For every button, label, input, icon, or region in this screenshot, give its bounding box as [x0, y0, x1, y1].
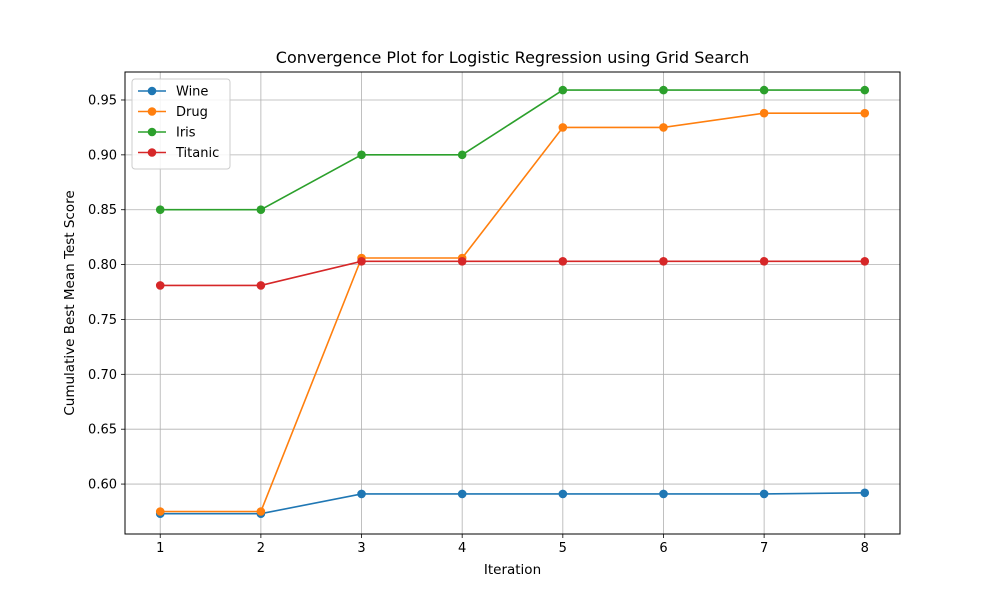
- y-axis-label: Cumulative Best Mean Test Score: [62, 190, 78, 415]
- x-tick-label: 7: [760, 541, 768, 556]
- data-point-titanic: [357, 256, 366, 266]
- legend-label-iris: Iris: [176, 126, 196, 141]
- legend-box: [131, 78, 231, 170]
- data-point-drug: [759, 108, 769, 118]
- x-tick-label: 3: [357, 541, 365, 556]
- y-tick-label: 0.80: [88, 258, 117, 273]
- y-tick-label: 0.85: [88, 203, 117, 218]
- data-point-iris: [256, 205, 266, 215]
- data-point-iris: [457, 150, 467, 160]
- axis-ticks: 1 2 3 4 5 6 7 8 0.60 0.65 0.70 0.75 0.80 0.85 0.90 0.95: [88, 93, 869, 556]
- data-point-iris: [759, 85, 769, 95]
- x-tick-label: 5: [559, 541, 567, 556]
- data-point-wine: [357, 489, 366, 499]
- y-tick-label: 0.75: [88, 313, 117, 328]
- legend-marker-drug: [147, 107, 157, 116]
- data-point-wine: [659, 489, 668, 499]
- data-point-iris: [659, 85, 668, 95]
- legend-label-drug: Drug: [176, 105, 208, 120]
- data-point-wine: [759, 489, 769, 499]
- series-line-titanic: [160, 260, 865, 287]
- data-point-titanic: [860, 256, 870, 266]
- data-point-titanic: [659, 256, 668, 266]
- grid-lines: [125, 72, 900, 534]
- data-point-wine: [558, 489, 568, 499]
- x-tick-label: 2: [257, 541, 265, 556]
- data-point-iris: [155, 205, 165, 215]
- data-point-titanic: [759, 256, 769, 266]
- x-tick-label: 8: [861, 541, 869, 556]
- y-tick-label: 0.90: [88, 148, 117, 163]
- series-line-drug: [160, 112, 865, 513]
- plot-frame: [124, 71, 901, 535]
- data-point-drug: [155, 507, 165, 516]
- data-point-iris: [357, 150, 366, 160]
- x-tick-label: 4: [458, 541, 466, 556]
- y-tick-label: 0.65: [88, 423, 117, 438]
- x-axis-label: Iteration: [484, 562, 541, 578]
- data-point-drug: [256, 507, 266, 516]
- data-point-drug: [860, 108, 870, 118]
- chart-title: Convergence Plot for Logistic Regression…: [276, 48, 749, 67]
- legend-marker-iris: [147, 127, 157, 137]
- data-point-wine: [860, 488, 870, 498]
- data-point-wine: [457, 489, 467, 499]
- data-point-iris: [558, 85, 568, 95]
- legend: Wine Drug Iris Titanic: [131, 78, 231, 170]
- x-tick-label: 6: [659, 541, 667, 556]
- legend-marker-titanic: [147, 148, 157, 157]
- series-line-iris: [160, 89, 865, 211]
- legend-marker-wine: [147, 86, 157, 96]
- data-point-titanic: [155, 281, 165, 290]
- data-point-titanic: [256, 281, 266, 290]
- data-point-titanic: [457, 256, 467, 266]
- x-tick-label: 1: [156, 541, 164, 556]
- y-tick-label: 0.70: [88, 368, 117, 383]
- legend-label-wine: Wine: [176, 85, 208, 100]
- data-point-iris: [860, 85, 870, 95]
- series-line-wine: [160, 492, 865, 515]
- data-point-drug: [558, 123, 568, 132]
- data-point-drug: [659, 123, 668, 132]
- legend-label-titanic: Titanic: [175, 146, 219, 161]
- y-tick-label: 0.95: [88, 93, 117, 108]
- y-tick-label: 0.60: [88, 478, 117, 493]
- data-point-titanic: [558, 256, 568, 266]
- series-lines: [155, 85, 870, 518]
